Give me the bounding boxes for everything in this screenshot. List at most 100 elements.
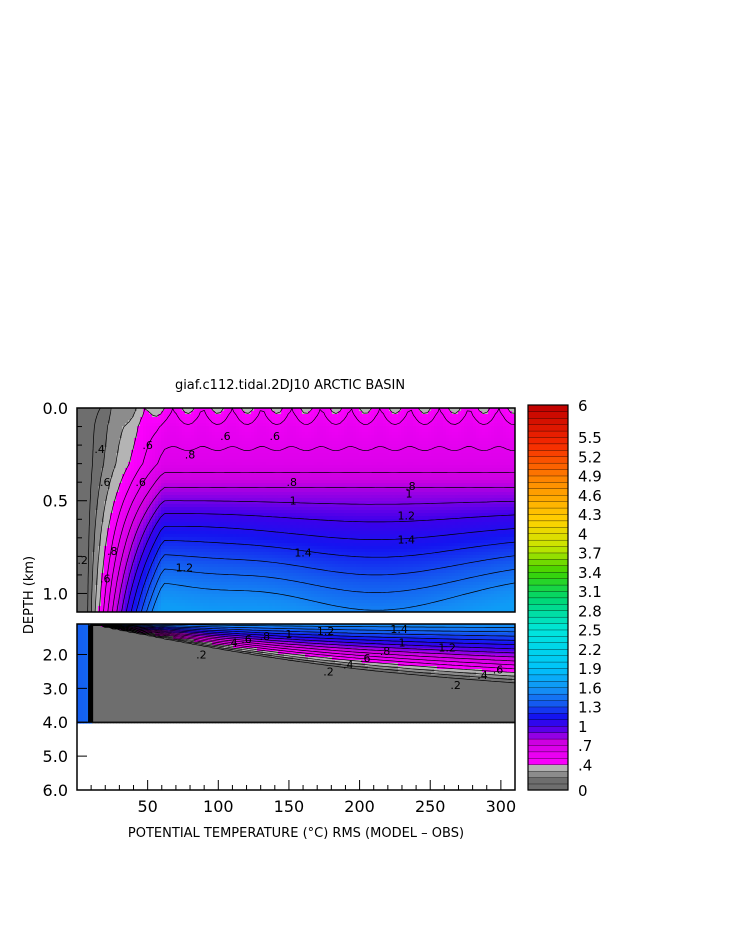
y-axis-label: DEPTH (km) [22, 556, 37, 634]
colorbar-label: 2.5 [578, 622, 602, 640]
colorbar-swatch [527, 699, 569, 708]
colorbar-swatch [527, 468, 569, 477]
colorbar-swatch [527, 545, 569, 554]
colorbar-swatch [527, 565, 569, 573]
contour-label: .6 [135, 476, 146, 489]
colorbar-swatch [527, 725, 569, 733]
colorbar-label: 6 [578, 397, 588, 415]
colorbar-swatch [527, 712, 569, 720]
colorbar-label: 3.1 [578, 583, 602, 601]
axes: 50 100 150 200 250 300 0.0 0.5 1.0 2.0 3.0 4.0 5.0 6.… [43, 399, 517, 816]
colorbar-label: 1.6 [578, 679, 602, 697]
colorbar-swatch [527, 616, 569, 624]
colorbar-swatch [527, 751, 569, 759]
contour-label: .4 [227, 637, 238, 650]
x-tick-label: 200 [344, 797, 375, 816]
contour-label: .8 [405, 480, 416, 493]
upper-panel-contours [87, 408, 515, 612]
contour-label: 1.2 [317, 625, 335, 638]
x-axis-label: POTENTIAL TEMPERATURE (°C) RMS (MODEL – … [128, 826, 464, 841]
colorbar-swatch [527, 757, 569, 765]
y-tick-label: 2.0 [43, 645, 68, 664]
y-tick-label: 4.0 [43, 713, 68, 732]
colorbar-swatch [527, 417, 569, 425]
y-tick-label: 0.5 [43, 492, 68, 511]
y-tick-label: 5.0 [43, 747, 68, 766]
colorbar-swatch [527, 738, 569, 746]
contour-label: .4 [477, 669, 488, 682]
colorbar-swatch [527, 533, 569, 541]
colorbar-swatch [527, 578, 569, 586]
colorbar-swatch [527, 655, 569, 663]
colorbar-swatch [527, 783, 569, 791]
colorbar-swatch [527, 642, 569, 650]
colorbar-swatch [527, 674, 569, 682]
colorbar-swatch [527, 481, 569, 489]
colorbar-swatch [527, 776, 569, 785]
colorbar-swatch [527, 513, 569, 522]
colorbar-swatch [527, 629, 569, 637]
colorbar-swatch [527, 764, 569, 772]
colorbar-swatch [527, 488, 569, 496]
colorbar-label: 3.4 [578, 564, 602, 582]
colorbar-swatch [527, 494, 569, 502]
lower-panel-frame [76, 623, 516, 791]
contour-label: .2 [323, 665, 334, 678]
colorbar-label: 1 [578, 718, 588, 736]
colorbar-swatch [527, 661, 569, 669]
colorbar-swatch [527, 539, 569, 547]
colorbar-label: 1.3 [578, 699, 602, 717]
colorbar-swatch [527, 507, 569, 515]
contour-label: 1.2 [397, 510, 415, 523]
colorbar-swatch [527, 706, 569, 714]
colorbar-swatch [527, 436, 569, 445]
colorbar-swatch [527, 667, 569, 676]
chart-title: giaf.c112.tidal.2DJ10 ARCTIC BASIN [175, 378, 405, 393]
contour-label: 1.4 [390, 623, 408, 636]
contour-label: 1.2 [176, 561, 194, 574]
contour-label: .6 [241, 633, 252, 646]
colorbar-swatch [527, 520, 569, 528]
y-tick-label: 6.0 [43, 781, 68, 800]
colorbar-swatch [527, 719, 569, 727]
contour-label: .8 [287, 476, 298, 489]
y-tick-label: 3.0 [43, 679, 68, 698]
colorbar-swatch [527, 558, 569, 566]
colorbar-swatch [527, 635, 569, 643]
contour-label: 1.2 [438, 642, 456, 655]
colorbar-swatch [527, 648, 569, 656]
colorbar-swatch [527, 732, 569, 740]
upper-panel-fill [77, 408, 515, 612]
contour-label: .8 [185, 448, 196, 461]
colorbar-swatch [527, 610, 569, 618]
x-tick-label: 50 [137, 797, 157, 816]
colorbar: 65.55.24.94.64.343.73.43.12.82.52.21.91.… [527, 397, 602, 800]
colorbar-swatch [527, 687, 569, 695]
colorbar-swatch [527, 404, 569, 412]
colorbar-label: 0 [578, 782, 588, 800]
contour-label: .6 [493, 664, 504, 677]
colorbar-swatch [527, 449, 569, 457]
contour-label: 1 [285, 628, 292, 641]
contour-label: 1.4 [294, 547, 312, 560]
colorbar-swatch [527, 622, 569, 631]
colorbar-swatch [527, 597, 569, 605]
lower-panel-contours [77, 624, 515, 723]
contour-label: 1 [398, 637, 405, 650]
colorbar-label: 5.5 [578, 429, 602, 447]
contour-label: .6 [142, 439, 153, 452]
x-tick-label: 300 [486, 797, 517, 816]
contour-label: 1 [406, 487, 413, 500]
contour-label: 1.4 [397, 534, 415, 547]
contour-label: .6 [100, 573, 111, 586]
x-tick-label: 250 [415, 797, 446, 816]
colorbar-label: 2.8 [578, 602, 602, 620]
contour-label: 1 [290, 495, 297, 508]
colorbar-label: 2.2 [578, 641, 602, 659]
colorbar-swatch [527, 443, 569, 451]
upper-panel-frame [76, 407, 516, 613]
contour-label: .4 [343, 659, 354, 672]
colorbar-swatch [527, 456, 569, 464]
colorbar-swatch [527, 501, 569, 509]
